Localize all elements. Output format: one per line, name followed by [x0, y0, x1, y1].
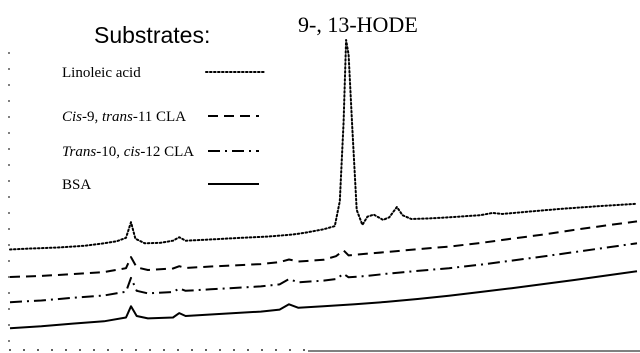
chromatogram-traces	[9, 39, 638, 330]
series-line-1	[9, 220, 638, 278]
legend-entry-2: Trans-10, cis-12 CLA	[62, 144, 259, 160]
series-line-2	[9, 242, 638, 304]
legend-label-3: BSA	[62, 177, 91, 193]
peak-label: 9-, 13-HODE	[298, 12, 418, 37]
axes	[8, 52, 640, 352]
legend-entry-0: Linoleic acid	[62, 65, 265, 81]
legend-label-2: Trans-10, cis-12 CLA	[62, 144, 194, 160]
series-line-0	[9, 39, 638, 251]
legend-title: Substrates:	[94, 22, 210, 48]
legend-label-1: Cis-9, trans-11 CLA	[62, 109, 186, 125]
legend-entry-1: Cis-9, trans-11 CLA	[62, 109, 259, 125]
series-line-3	[9, 270, 638, 330]
legend-entry-3: BSA	[62, 177, 259, 193]
legend-label-0: Linoleic acid	[62, 65, 141, 81]
legend: Substrates: Linoleic acid Cis-9, trans-11…	[62, 22, 265, 193]
